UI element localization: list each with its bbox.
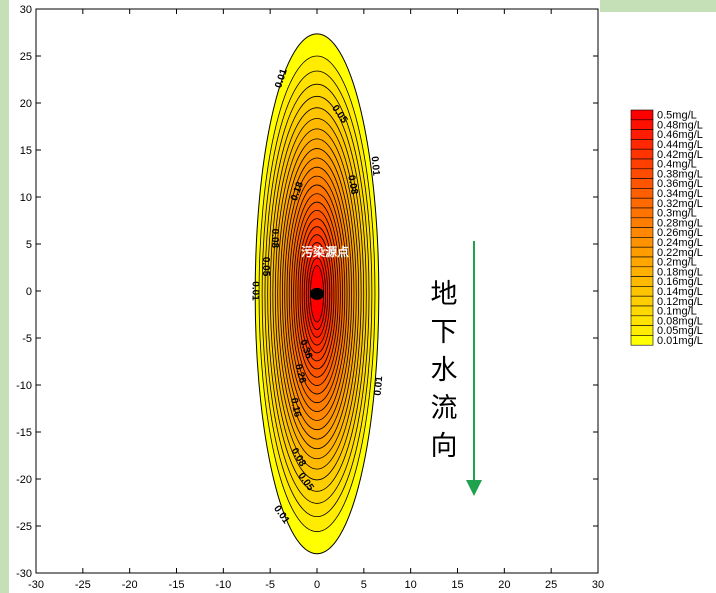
- pollution-source-point: [310, 287, 324, 300]
- legend: 0.5mg/L0.48mg/L0.46mg/L0.44mg/L0.42mg/L0…: [630, 109, 703, 347]
- flow-arrow-head: [466, 480, 482, 496]
- legend-swatch-4: [630, 148, 654, 160]
- legend-label-3: 0.44mg/L: [657, 139, 703, 151]
- contour-label-10: 0.16: [288, 397, 303, 419]
- legend-swatch-6: [630, 168, 654, 179]
- contour-label-5: 0.08: [269, 229, 280, 249]
- legend-swatch-10: [630, 207, 654, 219]
- legend-label-22: 0.05mg/L: [657, 325, 703, 337]
- legend-label-1: 0.48mg/L: [657, 119, 703, 131]
- window-top-edge: [600, 0, 716, 12]
- contour-label-7: 0.01: [250, 281, 261, 301]
- flow-label-char-4: 向: [431, 431, 458, 462]
- x-tick-label-8: 10: [405, 579, 417, 591]
- contour-label-2: 0.01: [369, 156, 382, 177]
- legend-swatch-21: [630, 315, 654, 326]
- flow-label-char-3: 流: [431, 393, 458, 424]
- x-tick-label-5: -5: [265, 579, 275, 591]
- legend-swatch-8: [630, 188, 654, 199]
- legend-label-5: 0.4mg/L: [657, 159, 697, 171]
- legend-swatch-9: [630, 197, 654, 209]
- y-tick-label-4: -10: [16, 380, 32, 392]
- y-tick-label-12: 30: [20, 4, 32, 16]
- legend-label-18: 0.14mg/L: [657, 286, 703, 298]
- legend-swatch-0: [630, 109, 654, 121]
- legend-swatch-19: [630, 295, 654, 307]
- legend-swatch-1: [630, 119, 654, 130]
- legend-label-9: 0.32mg/L: [657, 198, 703, 210]
- contour-label-6: 0.05: [260, 257, 271, 277]
- legend-label-16: 0.18mg/L: [657, 266, 703, 278]
- x-tick-label-3: -15: [169, 579, 185, 591]
- legend-label-23: 0.01mg/L: [657, 335, 703, 347]
- x-tick-label-6: 0: [314, 579, 320, 591]
- legend-label-19: 0.12mg/L: [657, 296, 703, 308]
- legend-label-6: 0.38mg/L: [657, 168, 703, 180]
- legend-swatch-14: [630, 246, 654, 258]
- y-tick-label-2: -20: [16, 474, 32, 486]
- legend-swatch-2: [630, 129, 654, 140]
- legend-label-11: 0.28mg/L: [657, 217, 703, 229]
- legend-swatch-5: [630, 158, 654, 170]
- y-tick-label-5: -5: [22, 333, 32, 345]
- legend-label-21: 0.08mg/L: [657, 315, 703, 327]
- contour-label-9: 0.26: [292, 363, 308, 385]
- legend-label-14: 0.22mg/L: [657, 247, 703, 259]
- legend-label-13: 0.24mg/L: [657, 237, 703, 249]
- flow-label-char-0: 地: [431, 279, 458, 310]
- source-label: 污染源点: [301, 244, 349, 259]
- legend-swatch-23: [630, 335, 654, 346]
- y-tick-label-8: 10: [20, 192, 32, 204]
- legend-label-4: 0.42mg/L: [657, 149, 703, 161]
- x-tick-label-1: -25: [75, 579, 91, 591]
- window-left-edge: [0, 0, 9, 593]
- legend-swatch-7: [630, 178, 654, 189]
- y-tick-label-10: 20: [20, 98, 32, 110]
- y-tick-label-1: -25: [16, 521, 32, 533]
- y-tick-label-11: 25: [20, 51, 32, 63]
- y-tick-label-7: 5: [26, 239, 32, 251]
- legend-swatch-15: [630, 256, 654, 268]
- legend-label-7: 0.36mg/L: [657, 178, 703, 190]
- flow-label-char-2: 水: [431, 355, 458, 386]
- legend-swatch-16: [630, 266, 654, 277]
- legend-label-17: 0.16mg/L: [657, 276, 703, 288]
- x-tick-label-9: 15: [451, 579, 463, 591]
- legend-swatch-3: [630, 139, 654, 150]
- legend-label-20: 0.1mg/L: [657, 306, 697, 318]
- legend-label-8: 0.34mg/L: [657, 188, 703, 200]
- legend-swatch-12: [630, 227, 654, 238]
- x-tick-label-12: 30: [592, 579, 604, 591]
- legend-swatch-18: [630, 286, 654, 297]
- x-tick-label-10: 20: [498, 579, 510, 591]
- y-tick-label-9: 15: [20, 145, 32, 157]
- x-tick-label-0: -30: [28, 579, 44, 591]
- legend-label-12: 0.26mg/L: [657, 227, 703, 239]
- legend-label-2: 0.46mg/L: [657, 129, 703, 141]
- legend-swatch-17: [630, 276, 654, 287]
- y-tick-label-0: -30: [16, 568, 32, 580]
- legend-swatch-22: [630, 325, 654, 336]
- legend-label-0: 0.5mg/L: [657, 110, 697, 122]
- contour-label-4: 0.08: [345, 174, 359, 196]
- source-marker-layer: 污染源点: [301, 244, 349, 300]
- y-tick-label-6: 0: [26, 286, 32, 298]
- contour-label-11: 0.01: [373, 375, 386, 396]
- x-tick-label-7: 5: [361, 579, 367, 591]
- x-tick-label-2: -20: [122, 579, 138, 591]
- legend-swatch-11: [630, 217, 654, 228]
- legend-swatch-13: [630, 237, 654, 248]
- x-tick-label-11: 25: [545, 579, 557, 591]
- legend-label-10: 0.3mg/L: [657, 208, 697, 220]
- flow-label-char-1: 下: [431, 317, 458, 348]
- x-tick-label-4: -10: [215, 579, 231, 591]
- y-tick-label-3: -15: [16, 427, 32, 439]
- legend-swatch-20: [630, 305, 654, 317]
- axes: -30 -25 -20 -15 -10 -5 0 5 10 15 20 25 30 -30 -25 -20 -1…: [16, 4, 604, 591]
- legend-label-15: 0.2mg/L: [657, 257, 697, 269]
